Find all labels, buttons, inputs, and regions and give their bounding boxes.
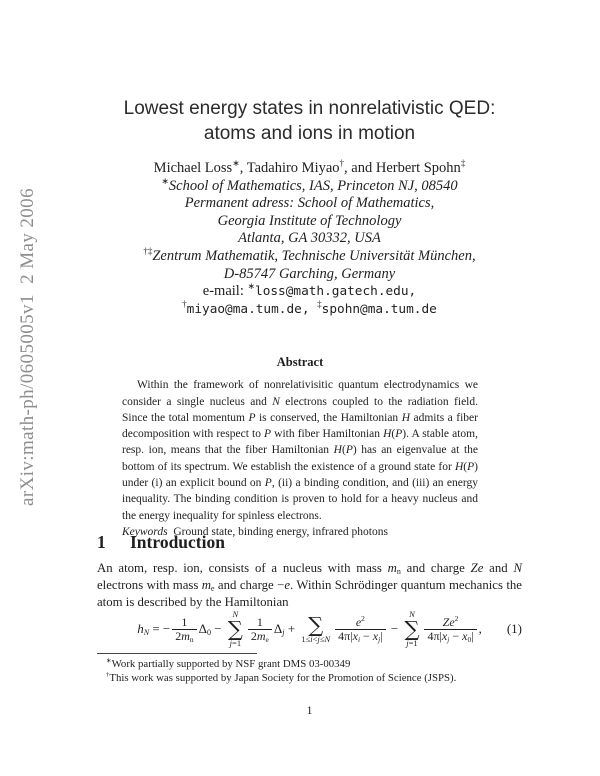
eq-term: Δj +	[273, 621, 299, 637]
section-title: Introduction	[130, 532, 225, 552]
eq-term: ,	[478, 621, 482, 636]
affiliation-line: Georgia Institute of Technology	[217, 212, 402, 229]
paper-title-line-1: Lowest energy states in nonrelativistic …	[123, 98, 496, 119]
sum-operator: N ∑ j=1	[227, 609, 243, 648]
affiliation-line: ∗School of Mathematics, IAS, Princeton N…	[161, 175, 458, 194]
equation-body: hN = − 1 2mn Δ0 − N ∑ j=1 1 2me Δj +	[137, 610, 482, 648]
sum-operator: ∑ 1≤i<j≤N	[301, 612, 331, 644]
affiliation-line: Permanent adress: School of Mathematics,	[184, 195, 435, 212]
equation-number: (1)	[506, 621, 522, 636]
page-number: 1	[306, 703, 313, 717]
eq-term: Δ0 −	[198, 621, 225, 637]
eq-lhs: hN = −	[137, 621, 171, 637]
footnote: ∗Work partially supported by NSF grant D…	[106, 657, 351, 670]
section-heading: 1 Introduction	[97, 532, 522, 553]
paper-title-line-2: atoms and ions in motion	[203, 123, 416, 144]
affiliation-line: Atlanta, GA 30332, USA	[238, 230, 381, 247]
sigma-icon: ∑	[404, 617, 420, 641]
keywords-line: Keywords Ground state, binding energy, i…	[122, 525, 388, 538]
paper-title: Lowest energy states in nonrelativistic …	[97, 96, 522, 146]
intro-paragraph: An atom, resp. ion, consists of a nucleu…	[97, 561, 526, 610]
email-line: e-mail: ∗loss@math.gatech.edu,	[202, 281, 417, 300]
eq-fraction: 1 2mn	[172, 615, 197, 643]
sum-operator: N ∑ j=1	[404, 609, 420, 648]
sigma-icon: ∑	[308, 612, 324, 637]
eq-term: −	[387, 621, 402, 636]
footnote-rule	[97, 653, 257, 654]
footnote-area: ∗Work partially supported by NSF grant D…	[97, 653, 522, 686]
authors-line: Michael Loss∗, Tadahiro Miyao†, and Herb…	[153, 158, 466, 176]
abstract-heading: Abstract	[276, 355, 324, 369]
eq-fraction: 1 2me	[247, 615, 272, 643]
email-line: †miyao@ma.tum.de, ‡spohn@ma.tum.de	[182, 298, 437, 317]
arxiv-watermark: arXiv:math-ph/0605005v1 2 May 2006	[17, 188, 38, 506]
affiliation-line: †‡Zentrum Mathematik, Technische Univers…	[143, 246, 476, 264]
eq-fraction: Ze2 4π|xj − x0|	[424, 614, 477, 643]
footnote: †This work was supported by Japan Societ…	[106, 671, 457, 684]
abstract-section: Abstract Within the framework of nonrela…	[122, 354, 478, 540]
equation-1: hN = − 1 2mn Δ0 − N ∑ j=1 1 2me Δj +	[97, 604, 522, 654]
sigma-icon: ∑	[227, 617, 243, 641]
section-number: 1	[97, 532, 106, 552]
affiliation-line: D-85747 Garching, Germany	[223, 265, 396, 282]
authors-block: Michael Loss∗, Tadahiro Miyao†, and Herb…	[97, 158, 522, 318]
eq-fraction: e2 4π|xi − xj|	[335, 614, 386, 643]
abstract-body: Within the framework of nonrelativisitic…	[122, 379, 481, 522]
